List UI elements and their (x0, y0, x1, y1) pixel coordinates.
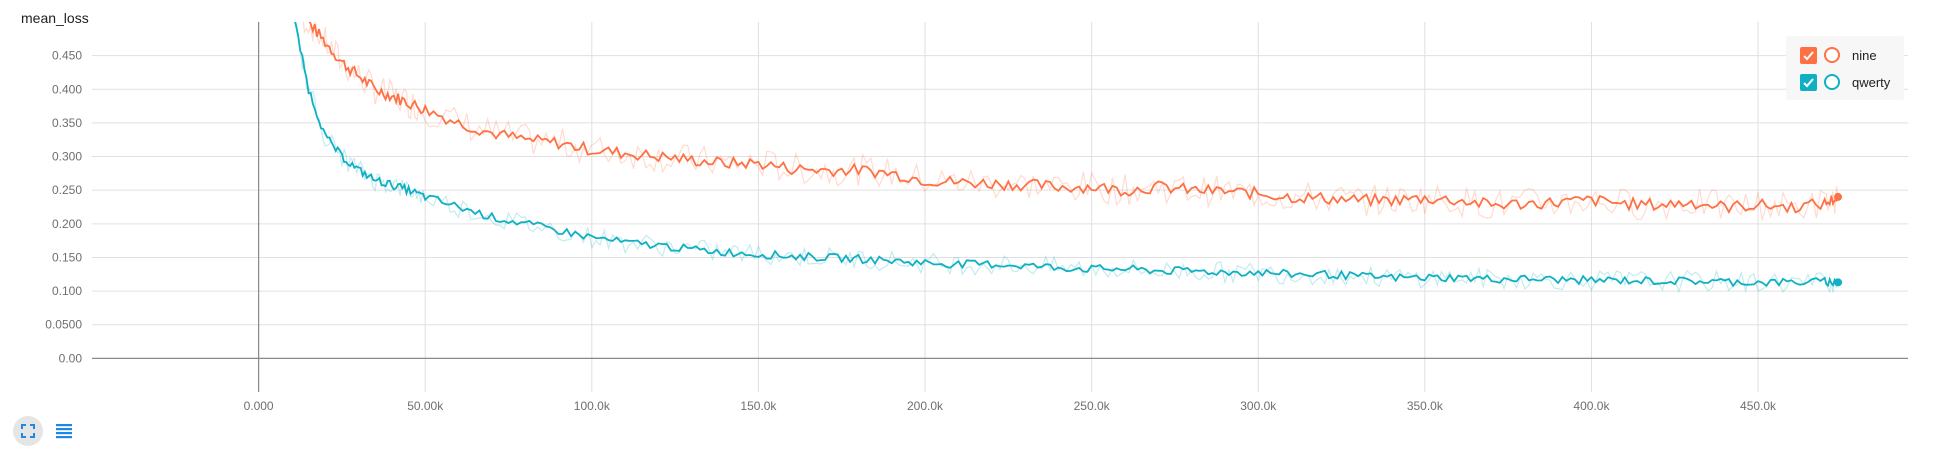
series-line-qwerty[interactable] (292, 9, 1839, 288)
data-table-button[interactable] (49, 416, 79, 446)
series-raw-line-qwerty (295, 22, 1839, 294)
plot-area[interactable] (292, 2, 1843, 294)
fullscreen-button[interactable] (13, 416, 43, 446)
x-tick-label: 200.0k (907, 399, 944, 413)
legend-item-nine[interactable]: nine (1800, 44, 1877, 66)
y-tick-label: 0.0500 (45, 318, 82, 332)
x-tick-label: 50.00k (407, 399, 444, 413)
x-tick-label: 450.0k (1740, 399, 1777, 413)
y-axis-tick-labels: 0.00 0.0500 0.100 0.150 0.200 0.250 0.300 0.350… (45, 49, 82, 366)
x-tick-label: 400.0k (1573, 399, 1610, 413)
list-icon (56, 424, 72, 439)
series-color-circle-icon (1824, 47, 1840, 63)
series-raw-line-nine (302, 22, 1839, 221)
x-tick-label: 100.0k (574, 399, 611, 413)
axes (92, 22, 1908, 392)
x-axis-tick-labels: 0.000 50.00k 100.0k 150.0k 200.0k 250.0k 300.0… (244, 399, 1777, 413)
y-tick-label: 0.200 (52, 217, 82, 231)
legend: nine qwerty (1786, 36, 1904, 100)
legend-label: qwerty (1852, 74, 1891, 90)
series-color-circle-icon (1824, 74, 1840, 90)
y-tick-label: 0.400 (52, 82, 82, 96)
chart-title: mean_loss (21, 10, 89, 26)
series-line-nine[interactable] (292, 9, 1839, 214)
fullscreen-icon (21, 424, 35, 438)
y-tick-label: 0.450 (52, 49, 82, 63)
legend-item-qwerty[interactable]: qwerty (1800, 71, 1890, 93)
y-tick-label: 0.250 (52, 183, 82, 197)
y-tick-label: 0.350 (52, 116, 82, 130)
legend-label: nine (1852, 47, 1877, 63)
y-tick-label: 0.100 (52, 284, 82, 298)
x-tick-label: 150.0k (740, 399, 777, 413)
x-tick-label: 0.000 (244, 399, 274, 413)
checkbox-icon[interactable] (1800, 73, 1817, 91)
data-point-qwerty[interactable] (1834, 278, 1843, 287)
x-tick-label: 350.0k (1407, 399, 1444, 413)
y-tick-label: 0.150 (52, 250, 82, 264)
y-tick-label: 0.00 (59, 351, 83, 365)
x-tick-label: 300.0k (1240, 399, 1277, 413)
checkbox-icon[interactable] (1800, 46, 1817, 64)
data-point-nine[interactable] (1834, 192, 1843, 201)
x-tick-label: 250.0k (1074, 399, 1111, 413)
y-tick-label: 0.300 (52, 150, 82, 164)
